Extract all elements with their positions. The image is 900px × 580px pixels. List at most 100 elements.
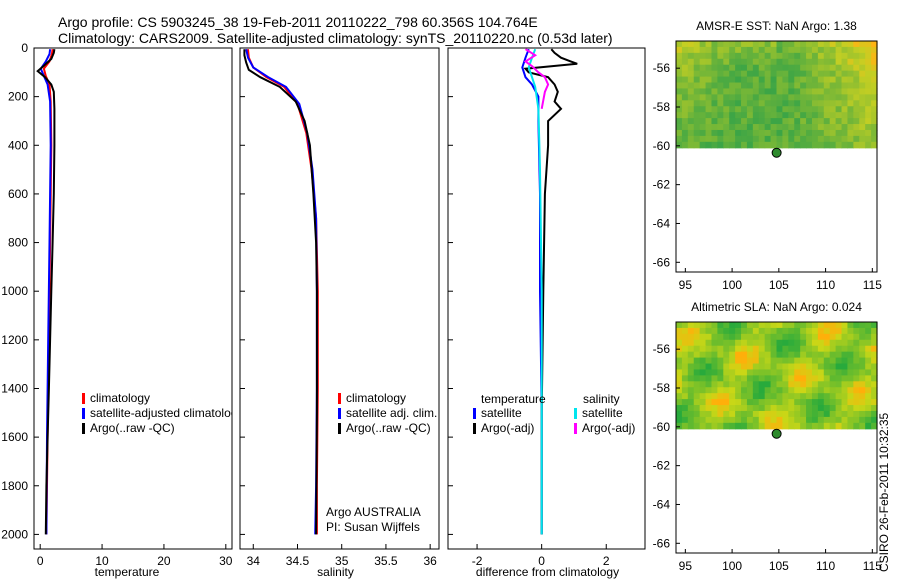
sla_map-cell [871,387,878,394]
sst_map-cell [865,106,872,113]
sla_map-cell [829,369,837,376]
sla_map-cell [811,387,819,394]
sla_map-cell [735,333,742,341]
sla_map-cell [729,339,736,347]
salinity-xtick-label: 34 [247,554,261,568]
sst_map-cell [776,106,784,113]
sla_map-cell [823,405,831,412]
sla_map-cell [806,375,813,382]
sla_map-cell [711,381,718,388]
sst_map-cell [746,100,754,107]
sst_map-cell [693,94,701,101]
sla_map-cell [871,410,878,418]
sla_map-cell [829,363,837,371]
sla_map-cell [871,322,878,329]
sst_map-cell [687,52,695,60]
sst_map-cell [729,118,736,125]
sst_map-cell [741,106,748,113]
sla_map-cell [699,416,707,424]
sla_map-cell [829,387,837,394]
sst_map-cell [794,88,801,95]
sst_map-cell [681,129,689,137]
sst_map-cell [746,46,754,54]
sst_map-cell [788,41,795,48]
sst_map-cell [859,58,866,66]
sla_map-cell [758,339,766,347]
sla_map-cell [693,327,701,335]
sla_map-cell [770,399,778,406]
temperature-ytick-label: 1000 [1,284,28,298]
sst_map-cell [758,70,766,78]
sla_map-cell [776,422,784,430]
sst_map-cell [847,70,854,78]
sst_map-cell [853,76,860,84]
sla_map-cell [770,363,778,371]
sla_map-cell [865,322,872,329]
sla_map-cell [806,393,813,400]
sla_map-xtick-label: 95 [679,559,693,573]
sla_map-cell [806,405,813,412]
temperature-xtick-label: 10 [95,554,109,568]
sst_map-cell [800,112,807,119]
sst_map-cell [800,106,807,113]
sst_map-cell [811,94,819,101]
sst_map-cell [782,88,789,95]
sla_map-cell [835,375,843,382]
sla_map-cell [676,357,683,365]
sst_map-cell [829,106,837,113]
sla_map-cell [729,410,736,418]
sst_map-cell [794,64,801,72]
sla_map-cell [811,399,819,406]
salinity-legend-label: Argo(..raw -QC) [346,421,431,435]
sla_map-cell [758,422,766,430]
sla_map-cell [681,375,689,382]
sst_map-cell [800,64,807,72]
sst_map-cell [687,82,695,90]
sst_map-cell [776,46,784,54]
sst_map-cell [735,70,742,78]
sst_map-cell [717,46,724,54]
sst_map-cell [758,58,766,66]
sst_map-cell [800,82,807,90]
sla_map-cell [817,351,825,359]
sst_map-cell [676,76,683,84]
sst_map-cell [687,124,695,131]
sla_map-cell [764,339,772,347]
sla_map-cell [693,363,701,371]
sst_map-cell [758,129,766,137]
sla_map-cell [687,345,695,353]
sla_map-cell [741,416,748,424]
sst_map-cell [782,106,789,113]
sst_map-cell [693,58,701,66]
sst_map-cell [735,82,742,90]
sst_map-cell [817,100,825,107]
sst_map-cell [705,58,713,66]
sst_map-cell [811,118,819,125]
sst_map-cell [746,135,754,143]
sla_map-cell [829,416,837,424]
sst_map-cell [705,52,713,60]
sst_map-cell [871,124,878,131]
sla_map-cell [841,363,849,371]
sst_map-cell [746,70,754,78]
sla_map-cell [752,405,760,412]
sst_map-ytick-label: -66 [653,255,671,269]
sst_map-cell [806,41,813,48]
sla_map-cell [693,333,701,341]
sla_map-cell [717,333,724,341]
sla_map-cell [794,405,801,412]
sst_map-cell [782,64,789,72]
sla_map-cell [829,339,837,347]
sst_map-cell [752,135,760,143]
sst_map-cell [847,100,854,107]
sst_map-cell [770,70,778,78]
sst_map-cell [676,88,683,95]
sst_map-cell [687,76,695,84]
sst_map-cell [853,41,860,48]
sla_map-cell [865,410,872,418]
sst_map-field [676,41,878,149]
sst_map-cell [699,46,707,54]
sla_map-cell [865,363,872,371]
temperature-xtick-label: 20 [157,554,171,568]
sst_map-cell [735,64,742,72]
